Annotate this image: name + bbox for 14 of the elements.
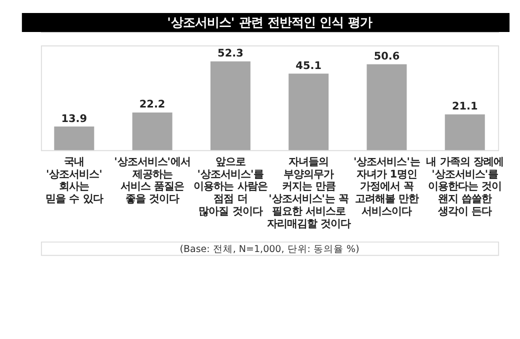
x-tick-label: 국내 '상조서비스' 회사는 믿을 수 있다 <box>46 156 103 206</box>
data-label: 52.3 <box>218 48 244 60</box>
x-tick-label: 자녀들의 부양의무가 커지는 만큼 '상조서비스'는 꼭 필요한 서비스로 자리매김할 것이다 <box>266 156 350 230</box>
data-label: 21.1 <box>452 100 478 113</box>
x-tick-label: '상조서비스'는 자녀가 1명인 가정에서 꼭 고려해볼 만한 서비스이다 <box>354 156 420 218</box>
data-label: 13.9 <box>61 112 88 125</box>
chart-title: '상조서비스' 관련 전반적인 인식 평가 <box>167 15 372 30</box>
data-label: 45.1 <box>296 60 322 72</box>
x-tick-label: 앞으로 '상조서비스'를 이용하는 사람은 점점 더 많아질 것이다 <box>194 156 268 218</box>
text: (Base: 전체, N=1,000, 단위: 동의율 %) <box>180 244 360 256</box>
x-tick-label: 내 가족의 장례에 '상조서비스'를 이용한다는 것이 왠지 씁쓸한 생각이 든다 <box>426 156 504 218</box>
x-tick-label: '상조서비스'에서 제공하는 서비스 품질은 좋을 것이다 <box>114 156 191 206</box>
data-label: 50.6 <box>374 50 400 62</box>
data-label: 22.2 <box>139 98 166 111</box>
